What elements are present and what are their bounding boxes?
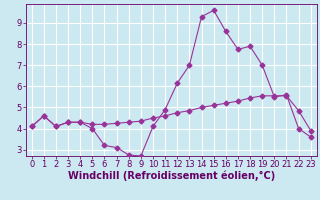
X-axis label: Windchill (Refroidissement éolien,°C): Windchill (Refroidissement éolien,°C) bbox=[68, 171, 275, 181]
